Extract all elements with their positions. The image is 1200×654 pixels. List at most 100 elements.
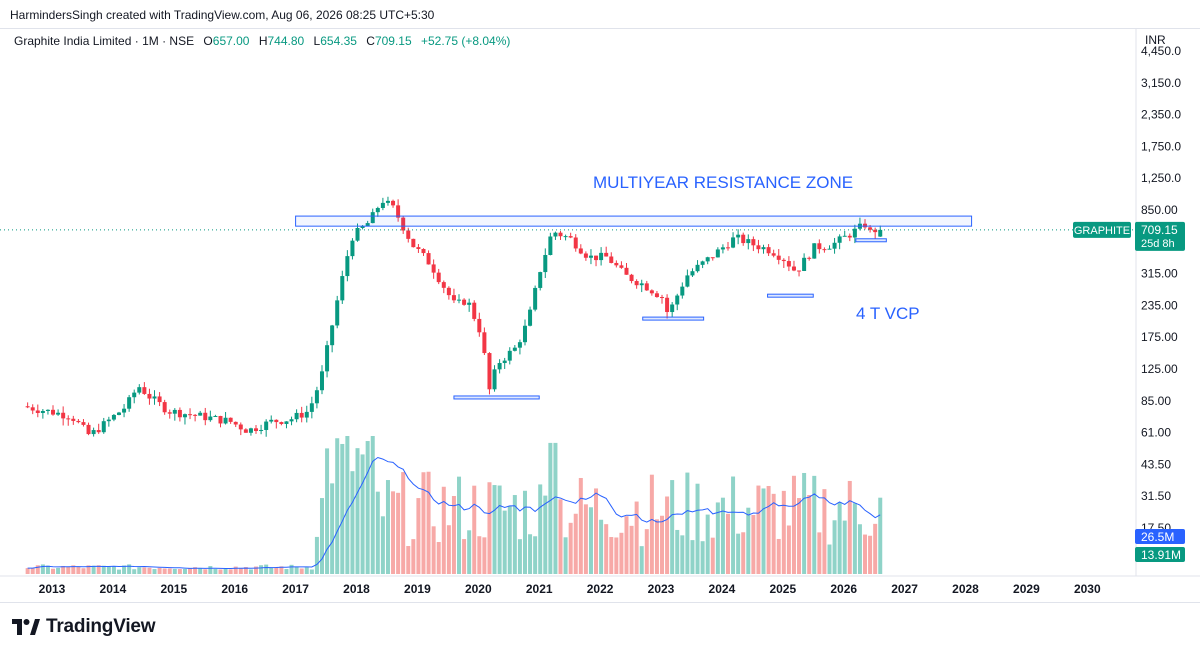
volume-bar [61, 565, 66, 574]
volume-bar [649, 474, 654, 574]
volume-bar [538, 484, 543, 574]
volume-bar [563, 537, 568, 574]
volume-bar [218, 569, 223, 574]
volume-bar [30, 568, 35, 574]
volume-bar [111, 566, 116, 574]
volume-bar [761, 488, 766, 574]
candle-body [786, 261, 791, 267]
candle-body [380, 202, 385, 208]
candle-body [797, 270, 802, 272]
time-tick-label: 2027 [891, 582, 918, 596]
volume-bar [680, 535, 685, 574]
candle-body [720, 247, 725, 250]
chart-credit: HarmindersSingh created with TradingView… [10, 8, 435, 22]
volume-bar [51, 568, 56, 574]
candle-body [873, 229, 878, 233]
volume-bar [122, 565, 127, 574]
volume-bar [472, 485, 477, 574]
volume-bar [147, 567, 152, 574]
volume-bar [797, 498, 802, 574]
candle-body [96, 430, 101, 433]
candle-body [736, 234, 741, 238]
candle-body [411, 238, 416, 248]
candle-body [822, 249, 827, 251]
candle-body [609, 256, 614, 263]
candle-body [177, 409, 182, 418]
volume-bar [766, 485, 771, 574]
candle-body [868, 227, 873, 230]
candle-body [578, 248, 583, 254]
candle-body [492, 369, 497, 390]
candle-body [355, 228, 360, 241]
volume-bar [401, 472, 406, 574]
time-tick-label: 2013 [39, 582, 66, 596]
volume-bar [578, 477, 583, 574]
candle-body [487, 353, 492, 390]
time-tick-label: 2020 [465, 582, 492, 596]
volume-bar [421, 472, 426, 574]
price-badge-countdown: 25d 8h [1141, 238, 1175, 250]
vcp-label[interactable]: 4 T VCP [856, 304, 920, 323]
candle-body [751, 239, 756, 246]
volume-bar [385, 480, 390, 574]
resistance-zone-label[interactable]: MULTIYEAR RESISTANCE ZONE [593, 173, 853, 192]
support-line[interactable] [767, 293, 814, 298]
support-line[interactable] [453, 395, 540, 400]
price-tick-label: 3,150.0 [1141, 76, 1181, 90]
volume-bar [193, 567, 198, 574]
candle-body [660, 297, 665, 299]
volume-bar [375, 491, 380, 574]
candle-body [238, 424, 243, 430]
candle-body [594, 255, 599, 261]
volume-bar [553, 442, 558, 574]
volume-bar [142, 567, 147, 574]
candle-body [446, 287, 451, 296]
symbol-title[interactable]: Graphite India Limited · 1M · NSE [14, 34, 195, 48]
close-value: 709.15 [374, 34, 412, 48]
volume-bar [431, 526, 436, 574]
volume-bar [330, 483, 335, 574]
volume-bar [238, 568, 243, 574]
candle-body [436, 272, 441, 283]
volume-bar [162, 568, 167, 574]
volume-bar [690, 540, 695, 574]
candle-body [314, 390, 319, 404]
candle-body [847, 235, 852, 238]
candle-body [45, 409, 50, 411]
support-line[interactable] [642, 316, 705, 321]
resistance-zone-rect[interactable] [295, 215, 973, 227]
volume-bar [345, 436, 350, 574]
candle-body [284, 421, 289, 424]
volume-bar [406, 546, 411, 574]
time-tick-label: 2016 [221, 582, 248, 596]
volume-bar [177, 569, 182, 574]
tradingview-logo-text: TradingView [46, 616, 156, 637]
candle-body [649, 290, 654, 294]
tradingview-logo[interactable]: TradingView [12, 616, 156, 638]
candle-body [756, 245, 761, 250]
candle-body [700, 261, 705, 265]
candle-body [375, 207, 380, 213]
volume-bar [462, 539, 467, 574]
candle-body [360, 226, 365, 229]
currency-label[interactable]: INR [1145, 33, 1166, 47]
volume-bar [81, 568, 86, 574]
volume-ma-badge-text: 26.5M [1141, 530, 1174, 544]
volume-bar [675, 529, 680, 574]
volume-bar [319, 498, 324, 574]
support-line[interactable] [855, 238, 887, 243]
volume-bar [25, 568, 30, 574]
volume-bar [802, 472, 807, 574]
volume-bar [776, 538, 781, 574]
price-tick-label: 1,250.0 [1141, 171, 1181, 185]
candle-body [421, 248, 426, 254]
candle-body [279, 422, 284, 424]
volume-bar [127, 564, 132, 574]
volume-bar [543, 495, 548, 574]
volume-bar [314, 536, 319, 574]
candle-body [340, 276, 345, 301]
open-key: O [203, 34, 213, 48]
volume-bar [609, 537, 614, 574]
candle-body [406, 230, 411, 239]
